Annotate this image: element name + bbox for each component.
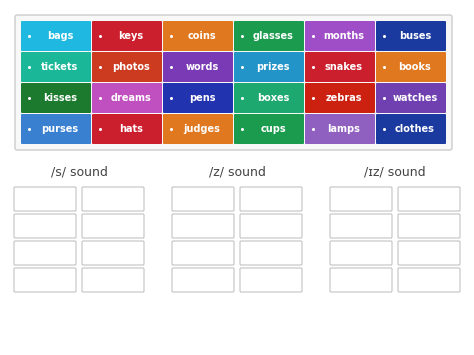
FancyBboxPatch shape bbox=[234, 114, 304, 144]
Text: buses: buses bbox=[399, 31, 431, 41]
Text: kisses: kisses bbox=[43, 93, 77, 103]
Text: judges: judges bbox=[183, 124, 220, 134]
Text: books: books bbox=[399, 62, 431, 72]
FancyBboxPatch shape bbox=[21, 52, 91, 82]
Text: keys: keys bbox=[118, 31, 144, 41]
Text: cups: cups bbox=[260, 124, 286, 134]
Text: /ɪz/ sound: /ɪz/ sound bbox=[364, 165, 426, 179]
FancyBboxPatch shape bbox=[15, 15, 452, 150]
FancyBboxPatch shape bbox=[240, 268, 302, 292]
FancyBboxPatch shape bbox=[163, 114, 233, 144]
Text: coins: coins bbox=[188, 31, 216, 41]
FancyBboxPatch shape bbox=[330, 241, 392, 265]
FancyBboxPatch shape bbox=[398, 241, 460, 265]
Text: glasses: glasses bbox=[253, 31, 293, 41]
Text: hats: hats bbox=[119, 124, 143, 134]
FancyBboxPatch shape bbox=[172, 214, 234, 238]
FancyBboxPatch shape bbox=[92, 114, 162, 144]
Text: watches: watches bbox=[392, 93, 438, 103]
FancyBboxPatch shape bbox=[305, 21, 375, 51]
FancyBboxPatch shape bbox=[21, 83, 91, 113]
Text: months: months bbox=[323, 31, 365, 41]
Text: photos: photos bbox=[112, 62, 150, 72]
FancyBboxPatch shape bbox=[14, 268, 76, 292]
FancyBboxPatch shape bbox=[234, 52, 304, 82]
FancyBboxPatch shape bbox=[240, 241, 302, 265]
FancyBboxPatch shape bbox=[330, 268, 392, 292]
FancyBboxPatch shape bbox=[330, 214, 392, 238]
Text: bags: bags bbox=[47, 31, 73, 41]
FancyBboxPatch shape bbox=[398, 214, 460, 238]
FancyBboxPatch shape bbox=[92, 52, 162, 82]
FancyBboxPatch shape bbox=[21, 21, 91, 51]
Text: purses: purses bbox=[41, 124, 79, 134]
FancyBboxPatch shape bbox=[172, 241, 234, 265]
FancyBboxPatch shape bbox=[234, 21, 304, 51]
FancyBboxPatch shape bbox=[92, 83, 162, 113]
FancyBboxPatch shape bbox=[376, 114, 446, 144]
FancyBboxPatch shape bbox=[82, 268, 144, 292]
Text: zebras: zebras bbox=[326, 93, 362, 103]
Text: words: words bbox=[185, 62, 219, 72]
FancyBboxPatch shape bbox=[305, 114, 375, 144]
FancyBboxPatch shape bbox=[163, 21, 233, 51]
FancyBboxPatch shape bbox=[172, 187, 234, 211]
Text: tickets: tickets bbox=[41, 62, 79, 72]
Text: dreams: dreams bbox=[110, 93, 151, 103]
FancyBboxPatch shape bbox=[82, 241, 144, 265]
FancyBboxPatch shape bbox=[14, 214, 76, 238]
Text: lamps: lamps bbox=[328, 124, 360, 134]
Text: snakes: snakes bbox=[325, 62, 363, 72]
FancyBboxPatch shape bbox=[398, 268, 460, 292]
FancyBboxPatch shape bbox=[163, 52, 233, 82]
FancyBboxPatch shape bbox=[305, 52, 375, 82]
Text: boxes: boxes bbox=[257, 93, 289, 103]
Text: /s/ sound: /s/ sound bbox=[51, 165, 108, 179]
FancyBboxPatch shape bbox=[172, 268, 234, 292]
Text: prizes: prizes bbox=[256, 62, 290, 72]
FancyBboxPatch shape bbox=[92, 21, 162, 51]
FancyBboxPatch shape bbox=[163, 83, 233, 113]
FancyBboxPatch shape bbox=[376, 21, 446, 51]
FancyBboxPatch shape bbox=[21, 114, 91, 144]
FancyBboxPatch shape bbox=[14, 241, 76, 265]
FancyBboxPatch shape bbox=[305, 83, 375, 113]
FancyBboxPatch shape bbox=[82, 187, 144, 211]
FancyBboxPatch shape bbox=[234, 83, 304, 113]
Text: pens: pens bbox=[189, 93, 215, 103]
FancyBboxPatch shape bbox=[82, 214, 144, 238]
FancyBboxPatch shape bbox=[376, 83, 446, 113]
FancyBboxPatch shape bbox=[376, 52, 446, 82]
Text: /z/ sound: /z/ sound bbox=[209, 165, 265, 179]
FancyBboxPatch shape bbox=[398, 187, 460, 211]
FancyBboxPatch shape bbox=[240, 214, 302, 238]
FancyBboxPatch shape bbox=[240, 187, 302, 211]
FancyBboxPatch shape bbox=[14, 187, 76, 211]
Text: clothes: clothes bbox=[395, 124, 435, 134]
FancyBboxPatch shape bbox=[330, 187, 392, 211]
